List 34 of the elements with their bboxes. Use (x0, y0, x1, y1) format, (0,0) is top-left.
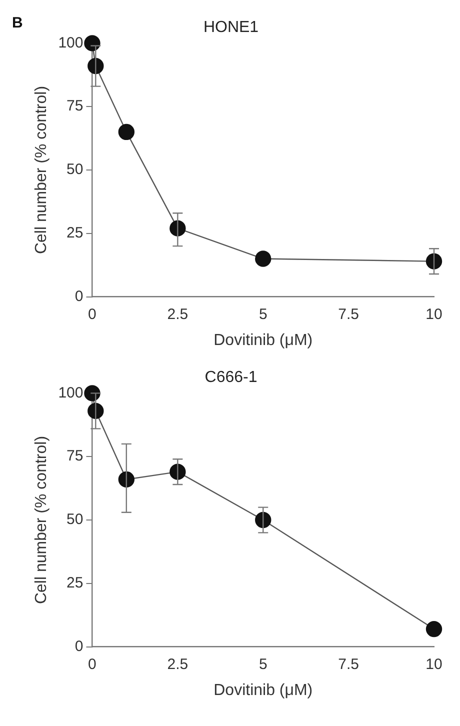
x-tick-label: 0 (88, 656, 96, 673)
y-axis-title: Cell number (% control) (33, 86, 50, 254)
x-tick-label: 10 (426, 306, 442, 323)
point (426, 253, 442, 270)
point (255, 250, 272, 267)
y-tick-label: 0 (74, 638, 84, 655)
x-tick-label: 5 (258, 306, 268, 323)
y-tick-label: 100 (58, 384, 84, 402)
chart-title: C666-1 (204, 369, 258, 386)
y-tick-label: 25 (66, 574, 84, 592)
point (84, 35, 100, 52)
y-axis-title: Cell number (% control) (33, 436, 50, 604)
x-axis-title: Dovitinib (μM) (214, 332, 313, 349)
y-tick-label: 100 (58, 34, 84, 52)
point (426, 620, 442, 638)
y-tick-label: 50 (66, 511, 84, 528)
y-tick-label: 75 (66, 448, 84, 465)
y-tick-label: 25 (66, 224, 84, 242)
x-tick-label: 7.5 (338, 656, 359, 673)
point (118, 124, 135, 140)
x-tick-label: 5 (258, 656, 268, 673)
chart-title: HONE1 (203, 19, 259, 36)
text: B (12, 14, 23, 32)
y-tick-label: 0 (74, 288, 84, 305)
x-tick-label: 7.5 (338, 306, 359, 323)
point (118, 471, 135, 488)
point (255, 512, 272, 528)
x-tick-label: 10 (426, 656, 442, 673)
x-tick-label: 2.5 (167, 656, 188, 673)
x-tick-label: 0 (88, 306, 96, 323)
y-tick-label: 75 (66, 98, 84, 115)
x-tick-label: 2.5 (167, 306, 188, 323)
y-tick-label: 50 (66, 161, 84, 178)
x-axis-title: Dovitinib (μM) (214, 682, 313, 699)
